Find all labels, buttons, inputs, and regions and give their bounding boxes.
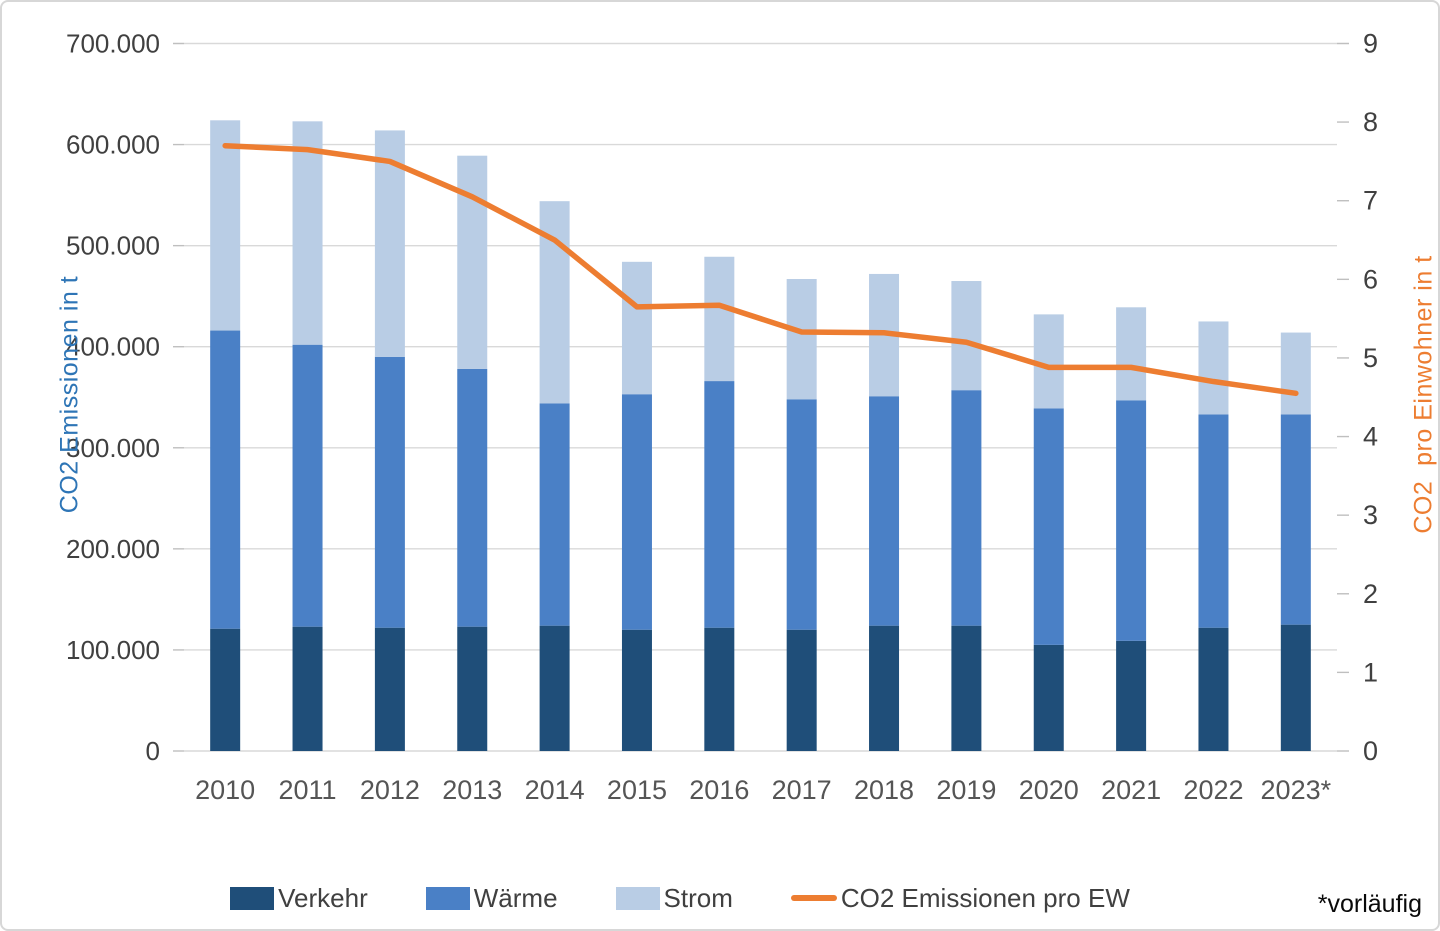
bar-segment-verkehr [869, 625, 900, 751]
bar-segment-wrme [1280, 414, 1311, 625]
bar-segment-verkehr [539, 625, 570, 751]
left-axis-tick-label: 300.000 [66, 433, 160, 463]
right-axis-title: CO2 pro Einwohner in t [1409, 255, 1438, 534]
bar-segment-wrme [210, 330, 241, 629]
bar-segment-strom [786, 278, 817, 400]
x-axis-label: 2013 [442, 775, 502, 805]
right-axis-tick-label: 2 [1363, 579, 1378, 609]
bar-segment-strom [292, 121, 323, 345]
bar-segment-wrme [457, 368, 488, 627]
bar-segment-wrme [374, 356, 405, 628]
bar-segment-verkehr [786, 629, 817, 751]
x-axis-label: 2017 [772, 775, 832, 805]
right-axis-tick-label: 3 [1363, 500, 1378, 530]
bar-segment-verkehr [704, 627, 735, 751]
bar-segment-wrme [1033, 408, 1064, 645]
bar-segment-verkehr [1280, 624, 1311, 751]
bar-segment-strom [704, 256, 735, 382]
bar-segment-verkehr [621, 629, 652, 751]
bar-segment-wrme [621, 394, 652, 630]
bar-segment-strom [1116, 307, 1147, 401]
bar-segment-wrme [704, 381, 735, 628]
left-axis-title: CO2 Emissionen in t [55, 275, 84, 514]
right-axis-tick-label: 0 [1363, 736, 1378, 766]
footnote: *vorläufig [1317, 890, 1422, 918]
right-axis-tick-label: 1 [1363, 657, 1378, 687]
bar-segment-wrme [292, 344, 323, 627]
bar-segment-verkehr [457, 626, 488, 751]
x-axis-label: 2011 [279, 775, 337, 805]
legend-label-strom: Strom [663, 882, 733, 913]
verkehr-swatch-icon [230, 886, 275, 910]
bar-segment-verkehr [1198, 627, 1229, 751]
bar-segment-wrme [869, 396, 900, 626]
legend-label-waerme: Wärme [473, 882, 558, 913]
legend-item-line: CO2 Emissionen pro EW [790, 882, 1130, 914]
left-axis-tick-label: 700.000 [66, 29, 160, 59]
left-axis-tick-label: 200.000 [66, 534, 160, 564]
bar-segment-verkehr [292, 626, 323, 751]
x-axis-label: 2018 [854, 775, 914, 805]
legend-item-verkehr: Verkehr [230, 883, 368, 914]
bar-segment-wrme [786, 399, 817, 630]
bar-segment-verkehr [210, 628, 241, 751]
x-axis-label: 2015 [607, 775, 667, 805]
x-axis-label: 2012 [360, 775, 420, 805]
bar-segment-strom [210, 120, 241, 331]
x-axis-label: 2020 [1019, 775, 1079, 805]
left-axis-tick-label: 600.000 [66, 130, 160, 160]
left-axis-tick-label: 400.000 [66, 332, 160, 362]
bar-segment-strom [1033, 314, 1064, 409]
bar-segment-strom [457, 155, 488, 369]
trend-line-swatch-icon [790, 895, 837, 901]
left-axis-tick-label: 500.000 [66, 231, 160, 261]
waerme-swatch-icon [425, 886, 470, 910]
legend-item-strom: Strom [615, 882, 733, 914]
bar-segment-verkehr [374, 627, 405, 751]
x-axis-label: 2016 [689, 775, 749, 805]
bar-segment-strom [1280, 332, 1311, 415]
bar-segment-verkehr [951, 625, 982, 751]
bar-segment-strom [621, 261, 652, 395]
x-axis-label: 2010 [195, 775, 255, 805]
right-axis-tick-label: 9 [1363, 29, 1378, 59]
strom-swatch-icon [615, 886, 660, 910]
trend-line [222, 142, 1299, 397]
legend-label-verkehr: Verkehr [278, 882, 368, 913]
x-axis-label: 2023* [1261, 775, 1332, 805]
legend: Verkehr Wärme Strom CO2 Emissionen pro E… [2, 876, 1358, 920]
x-axis-label: 2022 [1183, 775, 1243, 805]
bar-segment-wrme [1116, 400, 1147, 641]
x-axis-label: 2014 [525, 775, 585, 805]
right-axis-tick-label: 4 [1363, 422, 1378, 452]
right-axis-tick-label: 6 [1363, 264, 1378, 294]
bar-segment-wrme [539, 403, 570, 626]
legend-item-waerme: Wärme [425, 882, 558, 914]
bar-segment-verkehr [1033, 644, 1064, 751]
bar-segment-strom [951, 281, 982, 391]
left-axis-tick-label: 0 [146, 736, 160, 766]
right-axis-tick-label: 5 [1363, 343, 1378, 373]
bar-segment-verkehr [1116, 640, 1147, 751]
legend-label-line: CO2 Emissionen pro EW [840, 882, 1130, 913]
left-axis-tick-label: 100.000 [66, 635, 160, 665]
right-axis-tick-label: 7 [1363, 186, 1378, 216]
right-axis-tick-label: 8 [1363, 107, 1378, 137]
bar-segment-wrme [1198, 414, 1229, 628]
bar-segment-strom [1198, 321, 1229, 415]
x-axis-label: 2019 [936, 775, 996, 805]
x-axis-label: 2021 [1101, 775, 1161, 805]
bar-segment-wrme [951, 390, 982, 626]
